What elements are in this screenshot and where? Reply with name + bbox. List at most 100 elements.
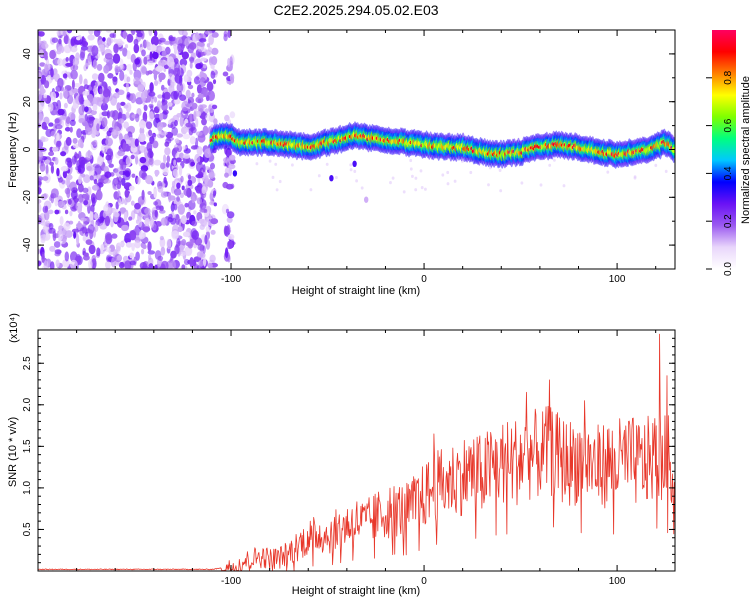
spectrogram-x-tick-label: -100 (221, 274, 241, 285)
heatmap-cell (40, 221, 49, 226)
heatmap-cell (194, 153, 201, 165)
heatmap-cell (414, 176, 418, 180)
heatmap-cell (129, 230, 137, 241)
heatmap-cell (141, 49, 146, 57)
heatmap-cell (64, 209, 69, 215)
heatmap-cell (91, 254, 97, 264)
heatmap-cell (275, 188, 279, 192)
heatmap-cell (191, 230, 199, 240)
heatmap-cell (50, 193, 55, 204)
heatmap-cell (70, 189, 78, 200)
heatmap-cell (38, 72, 42, 82)
heatmap-cell (154, 30, 158, 37)
heatmap-cell (57, 58, 63, 66)
heatmap-cell (41, 42, 49, 50)
heatmap-cell (147, 151, 154, 159)
heatmap-cell (38, 90, 43, 101)
heatmap-cell (58, 237, 62, 242)
heatmap-cell (154, 264, 158, 269)
heatmap-cell (130, 30, 136, 36)
heatmap-cell (229, 73, 235, 82)
heatmap-cell (353, 169, 357, 173)
heatmap-cell (91, 141, 96, 146)
heatmap-cell (54, 157, 59, 165)
heatmap-cell (113, 43, 119, 54)
heatmap-cell (228, 163, 236, 170)
heatmap-cell (126, 63, 132, 72)
heatmap-cell (117, 242, 126, 247)
heatmap-cell (93, 30, 101, 37)
heatmap-cell (62, 170, 67, 179)
heatmap-cell (229, 111, 236, 119)
heatmap-cell (72, 103, 79, 109)
heatmap-cell (54, 124, 63, 130)
heatmap-cell (126, 91, 131, 98)
heatmap-cell (129, 185, 135, 191)
heatmap-cell (183, 258, 190, 266)
heatmap-cell (210, 56, 218, 66)
heatmap-cell (201, 186, 207, 195)
heatmap-cell (125, 102, 132, 113)
heatmap-cell (129, 69, 133, 75)
snr-y-tick-label: 2.5 (22, 356, 33, 370)
heatmap-cell (91, 184, 100, 191)
heatmap-cell (178, 30, 185, 36)
heatmap-cell (51, 146, 59, 152)
heatmap-cell (202, 63, 207, 69)
heatmap-cell (38, 217, 42, 225)
heatmap-cell (112, 110, 119, 121)
heatmap-cell (136, 176, 141, 185)
heatmap-cell (93, 85, 98, 96)
heatmap-cell (66, 157, 72, 163)
heatmap-cell (63, 222, 71, 231)
heatmap-cell (40, 237, 46, 244)
heatmap-cell (190, 145, 198, 150)
figure-title: C2E2.2025.294.05.02.E03 (273, 2, 438, 18)
heatmap-cell (349, 163, 353, 167)
heatmap-cell (389, 181, 392, 185)
colorbar-tick-label: 0.8 (723, 70, 734, 84)
heatmap-cell (57, 45, 65, 53)
heatmap-cell (67, 198, 72, 205)
heatmap-cell (137, 219, 143, 228)
heatmap-cell (80, 47, 86, 59)
heatmap-cell (204, 49, 212, 56)
heatmap-cell (86, 114, 95, 125)
heatmap-cell (38, 187, 42, 195)
heatmap-cell (83, 252, 89, 257)
heatmap-cell (148, 156, 154, 166)
heatmap-cell (138, 120, 147, 129)
heatmap-cell (105, 137, 113, 147)
heatmap-cell (38, 104, 43, 113)
heatmap-cell (182, 133, 191, 140)
heatmap-cell (182, 154, 191, 159)
heatmap-cell (224, 225, 230, 237)
heatmap-cell (129, 252, 135, 259)
heatmap-cell (227, 234, 235, 240)
heatmap-cell (148, 263, 154, 269)
heatmap-cell (414, 188, 418, 192)
heatmap-cell (40, 136, 46, 143)
heatmap-cell (213, 190, 217, 196)
heatmap-cell (87, 55, 91, 66)
heatmap-cell (168, 213, 173, 220)
heatmap-cell (360, 186, 364, 190)
heatmap-cell (232, 170, 238, 177)
spectrogram-y-tick-label: 40 (22, 48, 33, 60)
heatmap-cell (44, 159, 51, 165)
heatmap-cell (195, 63, 203, 70)
heatmap-cell (186, 69, 193, 78)
heatmap-cell (160, 217, 168, 226)
snr-y-multiplier: (x10⁴) (8, 313, 20, 343)
heatmap-cell (91, 45, 99, 57)
heatmap-cell (419, 169, 423, 173)
heatmap-cell (85, 231, 89, 237)
heatmap-cell (130, 93, 137, 104)
heatmap-cell (317, 174, 321, 178)
heatmap-cell (146, 142, 153, 153)
heatmap-cell (141, 189, 145, 201)
heatmap-cell (59, 115, 67, 120)
heatmap-cell (135, 97, 144, 105)
heatmap-cell (116, 255, 123, 261)
